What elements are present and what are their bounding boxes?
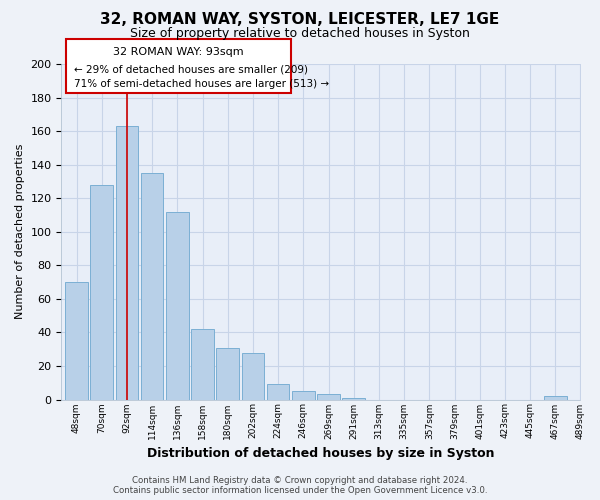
Bar <box>191 329 214 400</box>
Bar <box>217 348 239 400</box>
X-axis label: Distribution of detached houses by size in Syston: Distribution of detached houses by size … <box>147 447 495 460</box>
Bar <box>267 384 289 400</box>
Bar <box>141 173 163 400</box>
Text: 32, ROMAN WAY, SYSTON, LEICESTER, LE7 1GE: 32, ROMAN WAY, SYSTON, LEICESTER, LE7 1G… <box>100 12 500 28</box>
Text: Size of property relative to detached houses in Syston: Size of property relative to detached ho… <box>130 28 470 40</box>
Text: Contains HM Land Registry data © Crown copyright and database right 2024.
Contai: Contains HM Land Registry data © Crown c… <box>113 476 487 495</box>
Bar <box>166 212 188 400</box>
Bar <box>544 396 566 400</box>
Y-axis label: Number of detached properties: Number of detached properties <box>15 144 25 320</box>
Text: ← 29% of detached houses are smaller (209): ← 29% of detached houses are smaller (20… <box>74 64 308 74</box>
Bar <box>242 352 264 400</box>
Bar <box>91 185 113 400</box>
Bar <box>317 394 340 400</box>
Text: 32 ROMAN WAY: 93sqm: 32 ROMAN WAY: 93sqm <box>113 47 244 57</box>
Bar <box>343 398 365 400</box>
Bar <box>65 282 88 400</box>
Bar <box>292 391 314 400</box>
Text: 71% of semi-detached houses are larger (513) →: 71% of semi-detached houses are larger (… <box>74 79 329 89</box>
FancyBboxPatch shape <box>67 39 291 92</box>
Bar <box>116 126 138 400</box>
